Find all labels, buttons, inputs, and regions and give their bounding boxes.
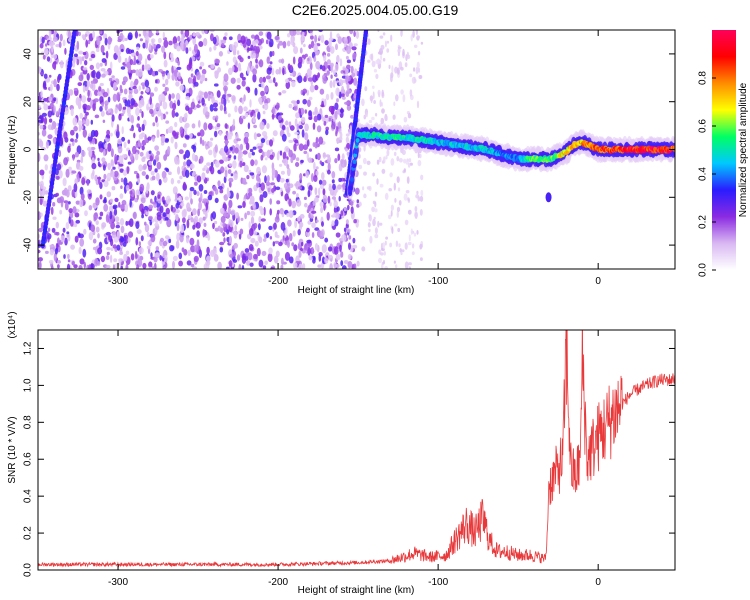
colorbar-tick-label: 0.4 <box>698 167 709 181</box>
figure-title: C2E6.2025.004.05.00.G19 <box>292 2 459 18</box>
spectrogram-x-axis-label: Height of straight line (km) <box>298 285 415 296</box>
snr-y-tick-label: 0.8 <box>23 415 34 429</box>
snr-x-tick-label: 0 <box>595 577 601 588</box>
spectrogram-x-tick-label: -300 <box>108 276 128 287</box>
spectrogram-y-tick-label: -40 <box>23 237 34 252</box>
colorbar-tick-label: 0.0 <box>698 263 709 277</box>
colorbar: 0.0 0.2 0.4 0.6 0.8 Normalized spectral ampl… <box>698 30 749 277</box>
snr-frame <box>37 329 676 571</box>
spectrogram-heatmap <box>38 30 675 269</box>
colorbar-tick-label: 0.8 <box>698 71 709 85</box>
snr-x-axis-label: Height of straight line (km) <box>298 585 415 596</box>
snr-panel: -300 -200 -100 0 0.0 0.2 0.4 0.6 0.8 1.0 1.2 (x10… <box>7 311 676 596</box>
spectrogram-x-tick-label: 0 <box>595 276 601 287</box>
colorbar-ticks: 0.0 0.2 0.4 0.6 0.8 <box>698 71 716 277</box>
snr-y-tick-label: 0.0 <box>23 563 34 577</box>
snr-y-multiplier: (x10⁴) <box>7 311 18 338</box>
snr-y-tick-label: 0.4 <box>23 489 34 503</box>
colorbar-tick-label: 0.2 <box>698 215 709 229</box>
snr-x-tick-label: -300 <box>108 577 128 588</box>
spectrogram-y-tick-label: 0 <box>23 146 34 152</box>
spectrogram-y-tick-label: -20 <box>23 190 34 205</box>
colorbar-gradient <box>712 30 736 270</box>
snr-series-line <box>38 330 675 568</box>
snr-y-axis-label: SNR (10 * V/V) <box>7 416 18 483</box>
colorbar-label: Normalized spectral amplitude <box>738 82 749 217</box>
spectrogram-y-axis-label: Frequency (Hz) <box>7 116 18 185</box>
spectrogram-x-tick-label: -200 <box>268 276 288 287</box>
snr-x-ticks: -300 -200 -100 0 <box>108 330 601 588</box>
spectrogram-x-ticks: -300 -200 -100 0 <box>108 30 601 287</box>
spectrogram-x-tick-label: -100 <box>428 276 448 287</box>
snr-x-tick-label: -200 <box>268 577 288 588</box>
snr-y-tick-label: 0.2 <box>23 526 34 540</box>
colorbar-tick-label: 0.6 <box>698 119 709 133</box>
snr-y-tick-label: 0.6 <box>23 452 34 466</box>
spectrogram-y-tick-label: 40 <box>23 48 34 60</box>
snr-y-tick-label: 1.0 <box>23 378 34 392</box>
snr-x-tick-label: -100 <box>428 577 448 588</box>
spectrogram-y-tick-label: 20 <box>23 96 34 108</box>
snr-y-ticks: 0.0 0.2 0.4 0.6 0.8 1.0 1.2 <box>23 341 675 577</box>
spectrogram-y-ticks: -40 -20 0 20 40 <box>23 48 675 252</box>
snr-y-tick-label: 1.2 <box>23 341 34 355</box>
